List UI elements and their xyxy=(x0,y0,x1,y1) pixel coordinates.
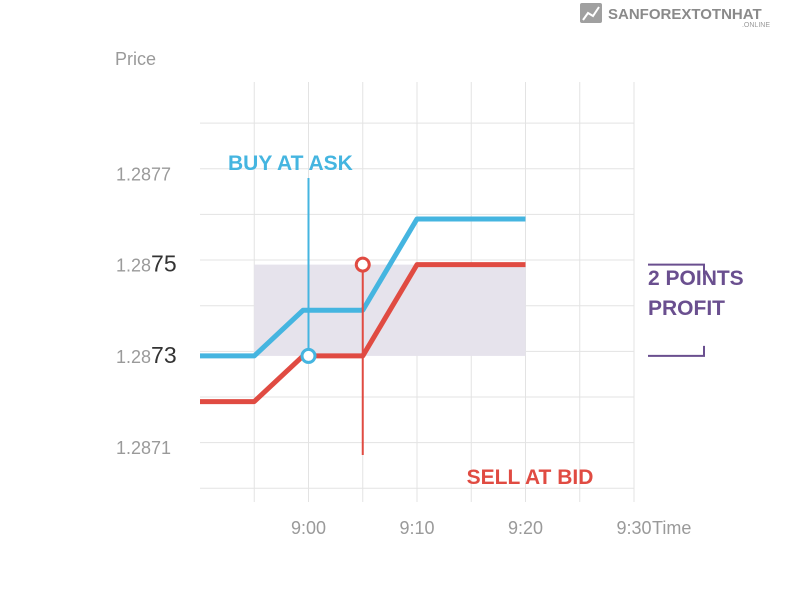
series-line-0 xyxy=(200,216,526,359)
x-tick-label: 9:10 xyxy=(399,518,434,538)
y-tick-label: 1.2871 xyxy=(116,438,171,458)
x-axis-title: Time xyxy=(652,518,691,538)
buy-marker xyxy=(300,347,317,364)
profit-bracket-bottom xyxy=(648,345,705,357)
y-axis-title: Price xyxy=(115,49,156,69)
sell-at-bid-label: SELL AT BID xyxy=(467,466,594,489)
annotations: BUY AT ASK SELL AT BID 2 POINTS PROFIT xyxy=(228,152,744,489)
y-tick-label: 1.2877 xyxy=(116,164,171,184)
x-ticks: 9:00 9:10 9:20 9:30 xyxy=(291,518,652,538)
buy-at-ask-label: BUY AT ASK xyxy=(228,152,353,175)
profit-bracket-top xyxy=(648,263,705,275)
x-tick-label: 9:00 xyxy=(291,518,326,538)
watermark: SANFOREXTOTNHAT .ONLINE xyxy=(580,3,770,29)
sell-marker xyxy=(354,256,371,273)
x-tick-label: 9:30 xyxy=(616,518,651,538)
chart-logo-icon xyxy=(580,3,602,23)
y-tick-label: 1.2875 xyxy=(116,251,177,277)
watermark-name: SANFOREXTOTNHAT xyxy=(608,6,762,23)
profit-label-line-0: 2 POINTS xyxy=(648,267,744,290)
watermark-sub: .ONLINE xyxy=(742,22,770,29)
y-ticks: 1.2877 1.2875 1.2873 1.2871 xyxy=(116,164,177,458)
profit-label-line-1: PROFIT xyxy=(648,297,725,320)
series-line-1 xyxy=(200,262,526,405)
x-tick-label: 9:20 xyxy=(508,518,543,538)
y-tick-label: 1.2873 xyxy=(116,342,177,368)
series-lines xyxy=(200,216,526,405)
